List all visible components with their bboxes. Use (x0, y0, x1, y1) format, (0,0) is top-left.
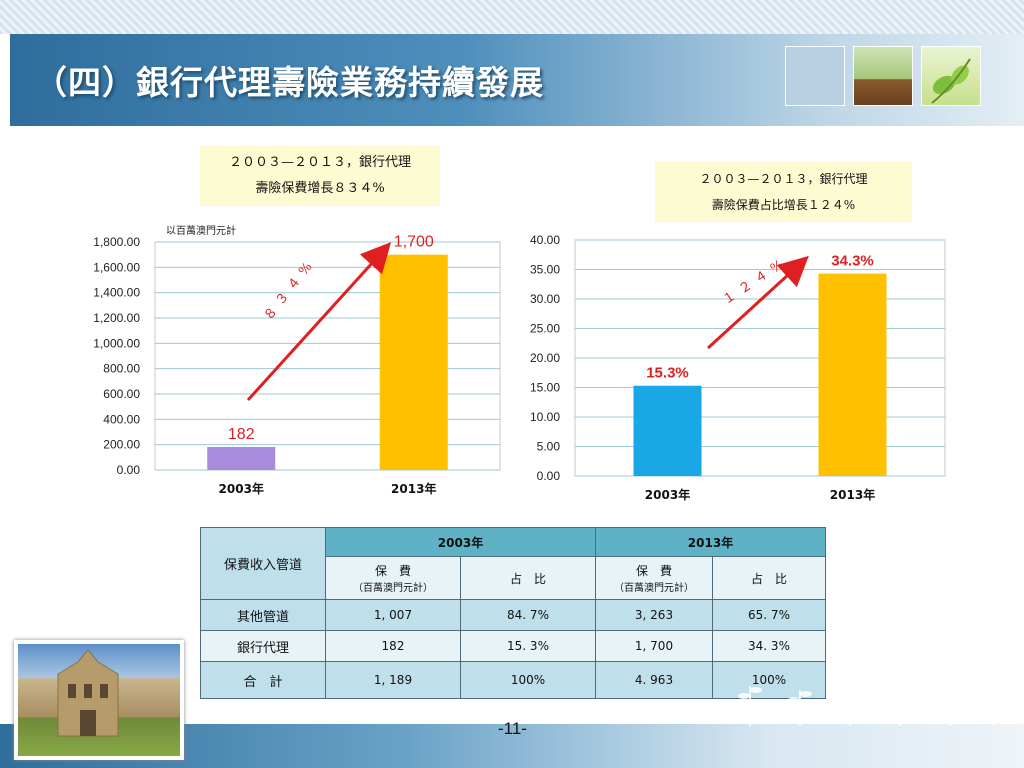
table-cell: 100% (460, 661, 596, 699)
table-cell: 3, 263 (595, 599, 713, 631)
table-row: 其他管道 1, 007 84. 7% 3, 263 65. 7% (200, 599, 826, 631)
table-cell: 182 (325, 630, 461, 662)
note-left-line1: ２００３—２０１３，銀行代理 (228, 155, 411, 170)
note-right: ２００３—２０１３，銀行代理 壽險保費占比增長１２４% (655, 162, 912, 222)
y-tick-label: 400.00 (103, 412, 140, 426)
table-cell: 34. 3% (712, 630, 826, 662)
row-name: 銀行代理 (200, 630, 326, 662)
y-tick-label: 10.00 (530, 410, 560, 424)
macau-ruins-photo (14, 640, 184, 760)
note-right-line2: 壽險保費占比增長１２４% (711, 198, 856, 212)
data-label: 34.3% (831, 253, 874, 270)
chart-left-premium: 0.00 200.00 400.00 600.00 800.00 1,000.00 1,20… (93, 234, 501, 496)
table-subheader-premium-2003: 保 費 （百萬澳門元計） (325, 556, 461, 600)
table-cell: 65. 7% (712, 599, 826, 631)
sub-premium-unit: （百萬澳門元計） (353, 583, 433, 594)
table-header-year-2003: 2003年 (325, 527, 596, 557)
x-category-label: 2003年 (219, 481, 264, 496)
x-category-label: 2013年 (391, 481, 436, 496)
bar (633, 385, 702, 476)
table-header-year-2013: 2013年 (595, 527, 826, 557)
bar (207, 446, 276, 470)
table-cell: 4. 963 (595, 661, 713, 699)
leaves-icon (931, 58, 971, 104)
y-tick-label: 20.00 (530, 351, 560, 365)
sub-premium-unit: （百萬澳門元計） (614, 583, 694, 594)
y-tick-label: 200.00 (103, 438, 140, 452)
bar (818, 273, 887, 476)
slide-title: （四）銀行代理壽險業務持續發展 (34, 63, 544, 102)
data-label: 182 (228, 426, 255, 443)
y-tick-label: 1,200.00 (93, 311, 140, 325)
plants-decoration (738, 680, 1006, 726)
growth-arrow-left (246, 242, 392, 402)
x-category-label: 2003年 (645, 487, 690, 502)
table-subheader-share-2013: 占 比 (712, 556, 826, 600)
data-label: 1,700 (394, 234, 434, 251)
premium-table: 保費收入管道 2003年 2013年 保 費 （百萬澳門元計） 占 比 保 費 … (200, 527, 826, 699)
y-tick-label: 1,400.00 (93, 286, 140, 300)
y-tick-label: 600.00 (103, 387, 140, 401)
y-tick-label: 25.00 (530, 322, 560, 336)
table-cell: 100% (712, 661, 826, 699)
table-row: 合 計 1, 189 100% 4. 963 100% (200, 661, 826, 699)
sub-premium-label: 保 費 (374, 564, 411, 578)
header-thumbnail-leaves (921, 46, 981, 106)
bar (379, 254, 448, 470)
row-name: 合 計 (200, 661, 326, 699)
y-tick-label: 1,800.00 (93, 235, 140, 249)
table-subheader-share-2003: 占 比 (460, 556, 596, 600)
y-tick-label: 0.00 (537, 469, 561, 483)
note-left-line2: 壽險保費增長８３４% (255, 181, 385, 196)
note-right-line1: ２００３—２０１３，銀行代理 (699, 172, 868, 186)
data-label: 15.3% (646, 365, 689, 382)
charts-canvas: 0.00 200.00 400.00 600.00 800.00 1,000.00 1,20… (93, 233, 946, 502)
chart-left-unit-note: 以百萬澳門元計 (166, 226, 236, 237)
y-tick-label: 800.00 (103, 362, 140, 376)
table-subheader-premium-2013: 保 費 （百萬澳門元計） (595, 556, 713, 600)
sub-premium-label: 保 費 (635, 564, 672, 578)
top-hatch-band (0, 0, 1024, 34)
table-cell: 1, 007 (325, 599, 461, 631)
y-tick-label: 1,000.00 (93, 336, 140, 350)
chart-right-share: 0.00 5.00 10.00 15.00 20.00 25.00 30.00 35.00 40… (530, 233, 946, 502)
y-tick-label: 35.00 (530, 263, 560, 277)
y-tick-label: 15.00 (530, 381, 560, 395)
y-tick-label: 5.00 (537, 440, 561, 454)
y-tick-label: 0.00 (117, 463, 141, 477)
table-cell: 1, 700 (595, 630, 713, 662)
page-number: -11- (498, 719, 527, 738)
ruins-facade-icon (57, 649, 119, 737)
table-header-channel: 保費收入管道 (200, 527, 326, 600)
plot-area-border (154, 241, 501, 471)
y-tick-label: 40.00 (530, 233, 560, 247)
y-tick-label: 30.00 (530, 292, 560, 306)
table-cell: 1, 189 (325, 661, 461, 699)
header-thumbnail-seedling (853, 46, 913, 106)
table-row: 銀行代理 182 15. 3% 1, 700 34. 3% (200, 630, 826, 662)
header-thumbnail-blank (785, 46, 845, 106)
growth-arrow-right (706, 255, 809, 350)
table-cell: 15. 3% (460, 630, 596, 662)
y-tick-label: 1,600.00 (93, 260, 140, 274)
row-name: 其他管道 (200, 599, 326, 631)
note-left: ２００３—２０１３，銀行代理 壽險保費增長８３４% (200, 146, 440, 206)
table-cell: 84. 7% (460, 599, 596, 631)
x-category-label: 2013年 (830, 487, 875, 502)
